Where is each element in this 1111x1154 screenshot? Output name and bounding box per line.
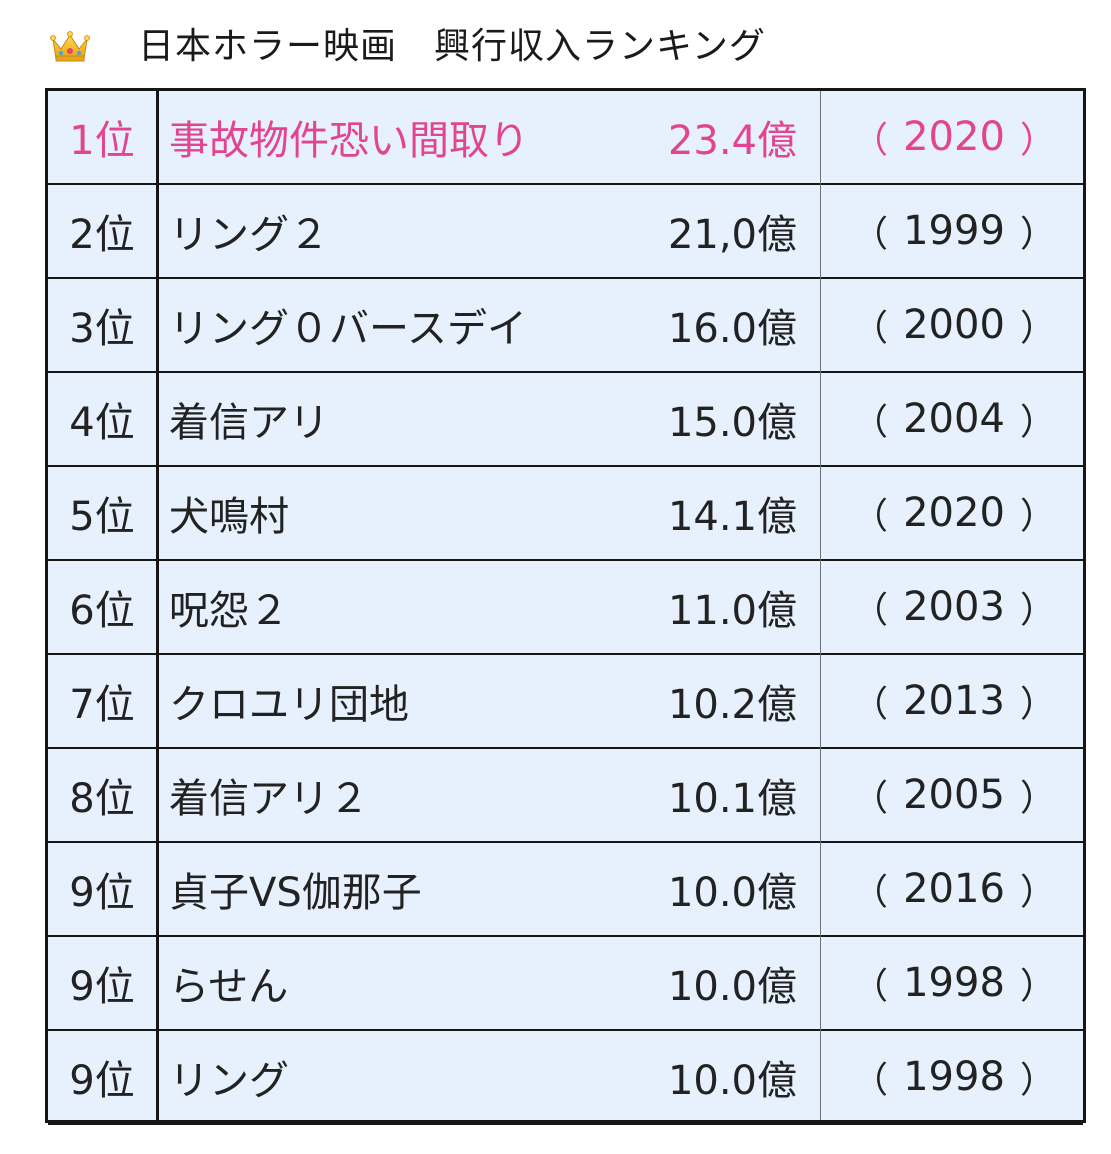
page-header: 日本ホラー映画 興行収入ランキング bbox=[50, 22, 766, 72]
movie-title-cell: リング２ bbox=[169, 212, 329, 258]
year-cell: （ 2020 ） bbox=[822, 467, 1084, 559]
page-title: 日本ホラー映画 興行収入ランキング bbox=[138, 26, 766, 67]
paren-close: ） bbox=[1019, 966, 1056, 1007]
paren-close: ） bbox=[1019, 1060, 1056, 1101]
movie-title-cell: 事故物件恐い間取り bbox=[169, 118, 529, 164]
paren-open: （ bbox=[852, 120, 889, 161]
paren-close: ） bbox=[1019, 402, 1056, 443]
rank-cell: 9位 bbox=[69, 870, 135, 916]
revenue-cell: 10.0億 bbox=[667, 870, 797, 916]
rank-cell: 9位 bbox=[69, 1058, 135, 1104]
rank-cell: 8位 bbox=[69, 776, 135, 822]
table-row: 5位 犬鳴村 14.1億 （ 2020 ） bbox=[48, 467, 1083, 561]
table-row: 3位 リング０バースデイ 16.0億 （ 2000 ） bbox=[48, 279, 1083, 373]
revenue-cell: 11.0億 bbox=[667, 588, 797, 634]
paren-close: ） bbox=[1019, 120, 1056, 161]
year-value: 1998 bbox=[903, 960, 1005, 1006]
year-value: 2016 bbox=[903, 866, 1005, 912]
revenue-cell: 10.2億 bbox=[667, 682, 797, 728]
year-cell: （ 2000 ） bbox=[822, 279, 1084, 371]
table-row: 7位 クロユリ団地 10.2億 （ 2013 ） bbox=[48, 655, 1083, 749]
movie-title-cell: リング bbox=[169, 1058, 289, 1104]
year-value: 2000 bbox=[903, 302, 1005, 348]
paren-open: （ bbox=[852, 684, 889, 725]
movie-title-cell: リング０バースデイ bbox=[169, 306, 527, 352]
rank-cell: 1位 bbox=[69, 118, 135, 164]
table-row: 9位 リング 10.0億 （ 1998 ） bbox=[48, 1031, 1083, 1125]
table-row: 6位 呪怨２ 11.0億 （ 2003 ） bbox=[48, 561, 1083, 655]
ranking-table: 1位 事故物件恐い間取り 23.4億（2020） 2位 リング２ 21,0億（1999） 3… bbox=[45, 88, 1086, 1125]
year-cell: （ 2020 ） bbox=[822, 91, 1084, 183]
year-value: 2005 bbox=[903, 772, 1005, 818]
paren-close: ） bbox=[1019, 684, 1056, 725]
year-value: 2020 bbox=[903, 490, 1005, 536]
paren-close: ） bbox=[1019, 590, 1056, 631]
movie-title-cell: クロユリ団地 bbox=[169, 682, 409, 728]
rank-cell: 7位 bbox=[69, 682, 135, 728]
revenue-cell: 10.1億 bbox=[667, 776, 797, 822]
paren-open: （ bbox=[852, 1060, 889, 1101]
revenue-cell: 21,0億 bbox=[667, 212, 797, 258]
table-row: 4位 着信アリ 15.0億 （ 2004 ） bbox=[48, 373, 1083, 467]
year-value: 2003 bbox=[903, 584, 1005, 630]
paren-close: ） bbox=[1019, 214, 1056, 255]
revenue-cell: 16.0億 bbox=[667, 306, 797, 352]
revenue-cell: 14.1億 bbox=[667, 494, 797, 540]
year-cell: （ 2016 ） bbox=[822, 843, 1084, 935]
paren-open: （ bbox=[852, 402, 889, 443]
table-row: 8位 着信アリ２ 10.1億 （ 2005 ） bbox=[48, 749, 1083, 843]
rank-cell: 9位 bbox=[69, 964, 135, 1010]
rank-cell: 4位 bbox=[69, 400, 135, 446]
revenue-cell: 10.0億 bbox=[667, 1058, 797, 1104]
year-value: 2004 bbox=[903, 396, 1005, 442]
movie-title-cell: 着信アリ bbox=[169, 400, 329, 446]
crown-icon bbox=[50, 31, 90, 62]
paren-close: ） bbox=[1019, 496, 1056, 537]
paren-open: （ bbox=[852, 778, 889, 819]
revenue-cell: 15.0億 bbox=[667, 400, 797, 446]
year-value: 2020 bbox=[903, 114, 1005, 160]
year-cell: （ 1998 ） bbox=[822, 1031, 1084, 1123]
rank-cell: 2位 bbox=[69, 212, 135, 258]
year-value: 1998 bbox=[903, 1054, 1005, 1100]
paren-open: （ bbox=[852, 214, 889, 255]
year-cell: （ 2003 ） bbox=[822, 561, 1084, 653]
movie-title-cell: らせん bbox=[169, 964, 289, 1010]
table-row: 1位 事故物件恐い間取り 23.4億 （ 2020 ） bbox=[48, 91, 1083, 185]
paren-open: （ bbox=[852, 308, 889, 349]
year-cell: （ 1998 ） bbox=[822, 937, 1084, 1029]
revenue-cell: 23.4億 bbox=[667, 118, 797, 164]
table-row: 2位 リング２ 21,0億 （ 1999 ） bbox=[48, 185, 1083, 279]
paren-close: ） bbox=[1019, 778, 1056, 819]
table-row: 9位 貞子VS伽那子 10.0億 （ 2016 ） bbox=[48, 843, 1083, 937]
movie-title-cell: 貞子VS伽那子 bbox=[169, 870, 422, 916]
year-divider bbox=[820, 91, 821, 1120]
year-cell: （ 1999 ） bbox=[822, 185, 1084, 277]
paren-open: （ bbox=[852, 496, 889, 537]
rank-divider bbox=[156, 91, 159, 1120]
year-cell: （ 2004 ） bbox=[822, 373, 1084, 465]
revenue-cell: 10.0億 bbox=[667, 964, 797, 1010]
rank-cell: 5位 bbox=[69, 494, 135, 540]
paren-open: （ bbox=[852, 966, 889, 1007]
year-cell: （ 2013 ） bbox=[822, 655, 1084, 747]
paren-close: ） bbox=[1019, 308, 1056, 349]
paren-open: （ bbox=[852, 590, 889, 631]
year-value: 2013 bbox=[903, 678, 1005, 724]
movie-title-cell: 犬鳴村 bbox=[169, 494, 289, 540]
movie-title-cell: 着信アリ２ bbox=[169, 776, 369, 822]
paren-open: （ bbox=[852, 872, 889, 913]
rank-cell: 6位 bbox=[69, 588, 135, 634]
paren-close: ） bbox=[1019, 872, 1056, 913]
table-row: 9位 らせん 10.0億 （ 1998 ） bbox=[48, 937, 1083, 1031]
movie-title-cell: 呪怨２ bbox=[169, 588, 289, 634]
rank-cell: 3位 bbox=[69, 306, 135, 352]
year-value: 1999 bbox=[903, 208, 1005, 254]
year-cell: （ 2005 ） bbox=[822, 749, 1084, 841]
